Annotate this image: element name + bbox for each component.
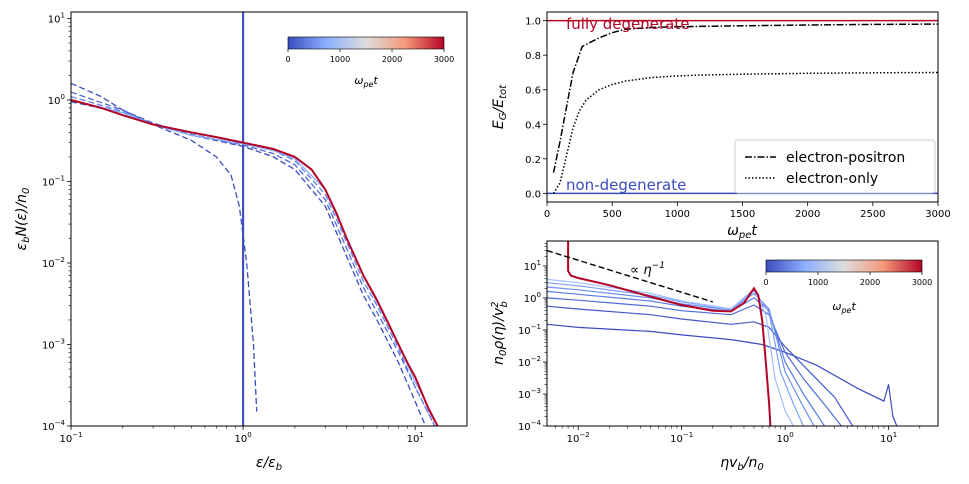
eta-xtick-label: 10−2: [567, 431, 590, 445]
eta-ytick-label: 10−4: [518, 419, 542, 433]
spectrum-ytick-label: 10−3: [42, 337, 65, 351]
legend-entry-electron-positron: electron-positron: [786, 150, 905, 166]
spectrum-colorbar-tick-label: 2000: [382, 55, 402, 64]
spectrum-series-1: [71, 101, 258, 412]
eta-series-4: [547, 286, 815, 426]
energy-ytick-label: 0.6: [525, 86, 541, 97]
spectrum-ytick-label: 101: [48, 11, 65, 25]
energy-xtick-label: 0: [544, 209, 550, 220]
spectrum-ytick-label: 100: [48, 93, 65, 107]
eta-plot-frame: [546, 240, 939, 427]
colorbar-label: ωpet: [354, 74, 378, 89]
powerlaw-guide-line: [547, 249, 714, 303]
eta-series-0: [547, 323, 898, 426]
energy-ytick-label: 0.2: [525, 155, 541, 166]
spectrum-ytick-label: 10−4: [42, 419, 66, 433]
spectrum-series-6: [71, 99, 439, 426]
energy-xtick-label: 1500: [730, 209, 755, 220]
eta-ytick-label: 101: [524, 259, 541, 273]
powerlaw-label: ∝ η−1: [630, 261, 665, 278]
eta-xtick-label: 10−1: [670, 431, 693, 445]
eta-ytick-label: 10−3: [518, 387, 541, 401]
energy-legend: electron-positron electron-only: [734, 139, 936, 194]
eta-xtick-label: 101: [880, 431, 897, 445]
spectrum-ylabel: εbN(ε)/n0: [14, 188, 32, 251]
eta-distribution-panel: 10−2 10−1 100 101 10−4 10−3 10−2 10−1 100 101 ηvb…: [490, 240, 939, 473]
energy-xtick-label: 2500: [860, 209, 885, 220]
eta-colorbar: 0 1000 2000 3000 ωpet: [763, 259, 932, 315]
spectrum-series-0: [242, 12, 245, 426]
spectrum-ytick-label: 10−1: [42, 174, 65, 188]
spectrum-colorbar-tick-label: 1000: [330, 55, 350, 64]
energy-xtick-label: 3000: [925, 209, 950, 220]
energy-fraction-panel: 0 500 1000 1500 2000 2500 3000 0.0 0.2 0.4 0.6 0.8 1…: [491, 11, 951, 241]
eta-series-1: [547, 305, 854, 426]
eta-xlabel: ηvb/n0: [720, 455, 764, 473]
energy-xtick-label: 500: [603, 209, 622, 220]
legend-entry-electron-only: electron-only: [786, 171, 878, 187]
colorbar-gradient: [287, 36, 445, 50]
spectrum-colorbar-tick-label: 3000: [434, 55, 454, 64]
energy-xtick-label: 1000: [665, 209, 690, 220]
eta-ytick-label: 10−2: [518, 355, 541, 369]
spectrum-plot-frame: [70, 11, 468, 427]
eta-series-7: [567, 241, 772, 426]
spectrum-xtick-label: 100: [234, 431, 251, 445]
non-degenerate-label: non-degenerate: [566, 176, 686, 194]
spectrum-xlabel: ε/εb: [256, 455, 282, 473]
spectrum-xtick-label: 10−1: [59, 431, 82, 445]
spectrum-panel: 10−1 100 101 10−4 10−3 10−2 10−1 100 101 ε/εb εb…: [14, 11, 468, 473]
eta-colorbar-tick-label: 3000: [912, 278, 932, 287]
energy-ytick-label: 0.4: [525, 120, 541, 131]
spectrum-ytick-label: 10−2: [42, 256, 65, 270]
colorbar-gradient: [765, 259, 923, 273]
eta-ylabel: n0ρ(η)/v2b: [490, 301, 510, 365]
energy-ytick-label: 0.8: [525, 51, 541, 62]
spectrum-colorbar: 0 1000 2000 3000 ωpet: [285, 36, 454, 89]
eta-colorbar-tick-label: 2000: [860, 278, 880, 287]
eta-colorbar-tick-label: 1000: [808, 278, 828, 287]
eta-ytick-label: 100: [524, 291, 541, 305]
colorbar-label: ωpet: [832, 300, 856, 315]
energy-series-electron-only: [552, 71, 938, 194]
energy-ylabel: EG/Etot: [491, 84, 509, 129]
energy-xtick-label: 2000: [795, 209, 820, 220]
eta-series-2: [547, 297, 842, 426]
spectrum-colorbar-tick-label: 0: [285, 55, 290, 64]
eta-ytick-label: 10−1: [518, 323, 541, 337]
energy-series-electron-positron: [552, 23, 938, 173]
energy-ytick-label: 0.0: [525, 189, 541, 200]
spectrum-series-2: [71, 82, 427, 426]
eta-series-6: [547, 278, 794, 426]
energy-xlabel: ωpet: [727, 223, 757, 241]
eta-xtick-label: 100: [777, 431, 794, 445]
spectrum-xtick-label: 101: [407, 431, 424, 445]
spectrum-series-3: [71, 91, 436, 426]
legend-box: [734, 139, 936, 194]
eta-colorbar-tick-label: 0: [763, 278, 768, 287]
eta-series-5: [547, 282, 804, 426]
fully-degenerate-label: fully degenerate: [566, 15, 689, 33]
energy-ytick-label: 1.0: [525, 17, 541, 28]
